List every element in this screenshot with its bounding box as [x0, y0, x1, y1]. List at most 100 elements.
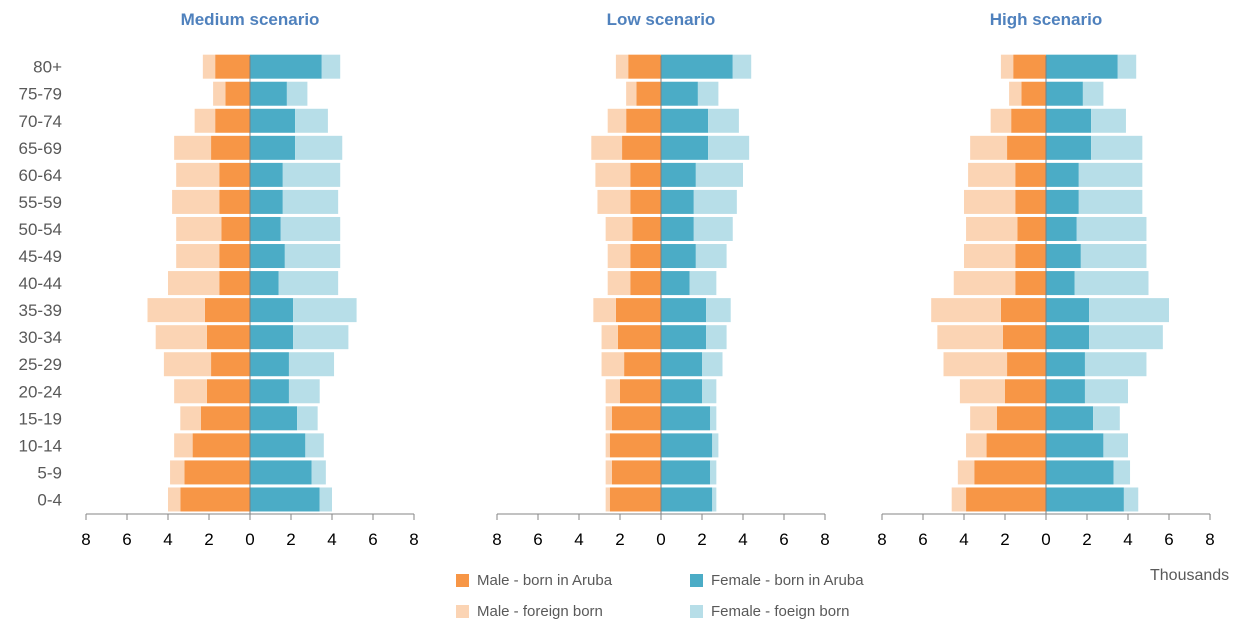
bar-male-foreign-born: [176, 216, 222, 241]
bar-female-born-in-aruba: [1046, 216, 1077, 241]
bar-female-foreign-born: [706, 325, 727, 350]
bar-female-foreign-born: [732, 54, 752, 79]
bar-male-foreign-born: [931, 298, 1001, 323]
bar-male-foreign-born: [964, 244, 1016, 269]
bar-female-foreign-born: [712, 433, 719, 458]
bar-female-born-in-aruba: [250, 487, 320, 512]
bar-male-foreign-born: [959, 379, 1005, 404]
bar-female-born-in-aruba: [1046, 460, 1114, 485]
bar-male-born-in-aruba: [611, 460, 661, 485]
bar-female-born-in-aruba: [661, 487, 713, 512]
bar-male-born-in-aruba: [1002, 325, 1046, 350]
bar-female-foreign-born: [282, 162, 341, 187]
bar-male-born-in-aruba: [617, 325, 661, 350]
bar-female-foreign-born: [293, 325, 349, 350]
bar-male-foreign-born: [176, 162, 220, 187]
legend-swatch-female-aruba: [690, 574, 703, 587]
bar-female-born-in-aruba: [661, 298, 707, 323]
bar-female-born-in-aruba: [661, 433, 713, 458]
legend-item-female-foreign: Female - foeign born: [690, 603, 849, 620]
x-tick-label: 8: [409, 530, 418, 549]
bar-male-born-in-aruba: [628, 54, 661, 79]
x-tick-label: 8: [81, 530, 90, 549]
age-group-label: 35-39: [19, 301, 62, 320]
bar-female-foreign-born: [1113, 460, 1131, 485]
bar-female-born-in-aruba: [661, 406, 711, 431]
bar-female-born-in-aruba: [661, 135, 709, 160]
legend-swatch-male-aruba: [456, 574, 469, 587]
bar-male-born-in-aruba: [1015, 244, 1046, 269]
bar-female-foreign-born: [710, 406, 717, 431]
legend-swatch-male-foreign: [456, 605, 469, 618]
bar-female-foreign-born: [1074, 271, 1149, 296]
legend-label-male-aruba: Male - born in Aruba: [477, 572, 613, 589]
bar-female-foreign-born: [1084, 379, 1128, 404]
bar-female-born-in-aruba: [1046, 54, 1118, 79]
x-tick-label: 0: [245, 530, 254, 549]
bar-male-foreign-born: [607, 108, 627, 133]
bar-male-born-in-aruba: [966, 487, 1046, 512]
bar-female-foreign-born: [288, 352, 335, 377]
bar-male-born-in-aruba: [215, 54, 250, 79]
bar-male-born-in-aruba: [632, 216, 661, 241]
bar-female-born-in-aruba: [661, 325, 707, 350]
bar-female-foreign-born: [1076, 216, 1147, 241]
bar-male-born-in-aruba: [630, 244, 661, 269]
bar-male-born-in-aruba: [221, 216, 250, 241]
age-group-label: 5-9: [37, 463, 62, 482]
bar-female-foreign-born: [693, 216, 733, 241]
bar-male-born-in-aruba: [1007, 135, 1046, 160]
bar-male-foreign-born: [605, 216, 633, 241]
bar-male-foreign-born: [943, 352, 1008, 377]
panel-title: Low scenario: [607, 10, 716, 29]
bar-male-born-in-aruba: [1000, 298, 1046, 323]
bar-male-foreign-born: [937, 325, 1003, 350]
x-tick-label: 0: [656, 530, 665, 549]
bar-female-foreign-born: [702, 379, 717, 404]
bar-female-foreign-born: [297, 406, 318, 431]
bar-male-foreign-born: [147, 298, 205, 323]
bar-male-born-in-aruba: [1017, 216, 1046, 241]
bar-female-born-in-aruba: [1046, 244, 1081, 269]
bar-male-born-in-aruba: [996, 406, 1046, 431]
bar-male-born-in-aruba: [620, 379, 661, 404]
bar-male-born-in-aruba: [622, 135, 661, 160]
bar-male-born-in-aruba: [609, 433, 661, 458]
bar-female-born-in-aruba: [250, 352, 289, 377]
x-tick-label: 4: [959, 530, 968, 549]
bar-female-born-in-aruba: [250, 433, 306, 458]
bar-male-born-in-aruba: [184, 460, 250, 485]
bar-female-born-in-aruba: [1046, 81, 1083, 106]
bar-male-born-in-aruba: [1007, 352, 1046, 377]
bar-male-foreign-born: [174, 135, 212, 160]
bar-female-born-in-aruba: [1046, 108, 1092, 133]
bar-male-foreign-born: [605, 460, 612, 485]
x-tick-label: 0: [1041, 530, 1050, 549]
bar-female-born-in-aruba: [250, 108, 296, 133]
bar-male-foreign-born: [172, 189, 220, 214]
legend-item-male-foreign: Male - foreign born: [456, 603, 603, 620]
bar-female-foreign-born: [311, 460, 326, 485]
pyramid-panel: Low scenario 8 6 4 2 0 2 4 6 8: [492, 10, 829, 549]
bar-female-foreign-born: [1091, 135, 1143, 160]
bar-female-foreign-born: [1103, 433, 1128, 458]
x-tick-label: 4: [574, 530, 583, 549]
bar-male-born-in-aruba: [200, 406, 250, 431]
x-tick-label: 6: [368, 530, 377, 549]
bar-female-foreign-born: [1078, 189, 1143, 214]
bar-male-foreign-born: [593, 298, 616, 323]
bar-male-foreign-born: [180, 406, 201, 431]
bar-male-born-in-aruba: [615, 298, 661, 323]
age-group-label: 25-29: [19, 355, 62, 374]
bar-male-foreign-born: [591, 135, 623, 160]
bar-female-foreign-born: [708, 135, 750, 160]
bar-female-foreign-born: [1117, 54, 1137, 79]
bar-female-foreign-born: [695, 244, 727, 269]
x-tick-label: 8: [877, 530, 886, 549]
bar-male-born-in-aruba: [1021, 81, 1046, 106]
bar-female-born-in-aruba: [1046, 325, 1090, 350]
x-tick-label: 4: [1123, 530, 1132, 549]
bar-female-born-in-aruba: [250, 135, 296, 160]
bar-male-foreign-born: [605, 406, 612, 431]
